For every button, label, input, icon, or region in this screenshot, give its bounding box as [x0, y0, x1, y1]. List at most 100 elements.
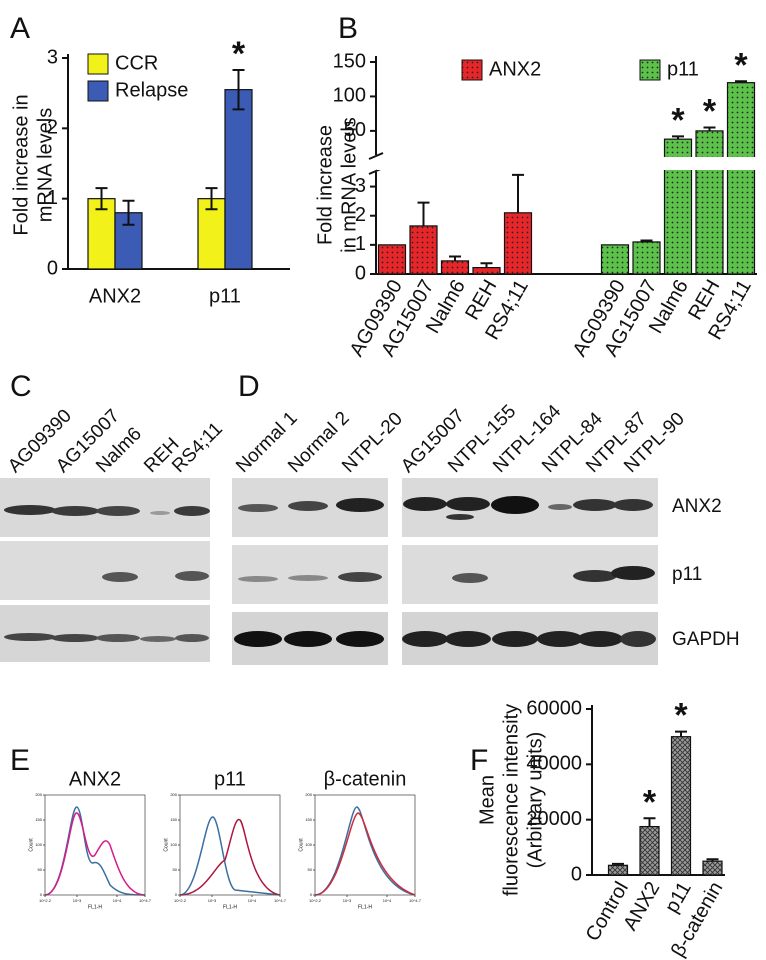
panel-label: E [10, 744, 30, 777]
legend-swatch [87, 53, 109, 75]
y-tick-label: 3 [47, 46, 58, 68]
flow-x-tick-label: 10^3 [343, 898, 352, 903]
x-tick-label: p11 [209, 285, 241, 307]
bar [702, 860, 723, 876]
bar [632, 241, 661, 275]
bar [472, 266, 501, 275]
y-axis-label: mRNA levels [34, 108, 56, 222]
flow-title: ANX2 [69, 768, 121, 790]
flow-y-tick-label: 0 [175, 892, 178, 897]
bar [670, 736, 692, 876]
bar [440, 260, 470, 275]
flow-y-tick-label: 150 [35, 817, 42, 822]
y-axis-label: Fold increase [314, 125, 336, 245]
legend-label: Relapse [115, 79, 188, 101]
flow-y-tick-label: 200 [305, 792, 312, 797]
error-bar [706, 858, 719, 862]
flow-x-tick-label: 10^4.7 [409, 898, 422, 903]
error-bar [417, 201, 430, 226]
y-tick-label: 2 [47, 117, 58, 139]
y-tick-label: 150 [333, 50, 366, 72]
flow-x-tick-label: 10^2.2 [309, 898, 322, 903]
error-bar [735, 80, 747, 83]
legend-label: p11 [667, 58, 699, 80]
y-tick-label: 0 [47, 257, 58, 279]
flow-y-label: Count [163, 838, 169, 852]
annotation: * [643, 783, 657, 821]
error-bar [643, 817, 656, 827]
error-bar [675, 730, 687, 737]
flow-y-tick-label: 50 [38, 867, 43, 872]
flow-curves [44, 806, 146, 896]
flow-curves [179, 816, 281, 896]
blot-c [0, 478, 210, 662]
y-axis-label: Mean [476, 775, 498, 825]
y-tick-label: 40000 [526, 753, 582, 775]
y-tick-label: 50 [344, 119, 366, 141]
error-bar [512, 173, 524, 213]
y-axis-label: fluorescence intensity [500, 704, 522, 896]
annotation: * [734, 46, 748, 84]
bar [377, 244, 407, 275]
y-tick-label: 2 [355, 204, 366, 226]
y-tick-label: 1 [355, 233, 366, 255]
y-axis-label: in mRNA levels [338, 117, 360, 253]
flow-x-tick-label: 10^3 [73, 898, 82, 903]
bar [607, 864, 629, 876]
flow-y-tick-label: 50 [173, 867, 178, 872]
panel-label: C [10, 370, 32, 403]
flow-x-tick-label: 10^4.7 [139, 898, 152, 903]
legend-label: CCR [115, 52, 158, 74]
flow-frame [44, 794, 146, 896]
flow-title: p11 [214, 768, 246, 790]
bar [224, 89, 253, 270]
bar [600, 244, 630, 275]
annotation: * [232, 35, 246, 73]
y-tick-label: 20000 [526, 808, 582, 830]
flow-x-label: FL1-H [88, 904, 102, 910]
legend-label: ANX2 [489, 58, 541, 80]
y-tick-label: 60000 [526, 697, 582, 719]
flow-y-tick-label: 100 [35, 842, 42, 847]
error-bar [205, 187, 218, 211]
annotation: * [674, 697, 688, 735]
row-label: GAPDH [672, 629, 740, 650]
error-bar [480, 262, 493, 268]
bar [639, 825, 660, 876]
blot-d [232, 478, 658, 665]
legend-swatch [461, 59, 483, 81]
flow-x-tick-label: 10^4.7 [274, 898, 287, 903]
flow-y-tick-label: 200 [170, 792, 177, 797]
error-bar [95, 187, 108, 211]
error-bar [122, 199, 135, 226]
flow-y-tick-label: 200 [35, 792, 42, 797]
flow-y-label: Count [298, 838, 304, 852]
error-bar [232, 68, 245, 111]
y-tick-label: 3 [355, 175, 366, 197]
error-bar [612, 862, 624, 866]
flow-x-tick-label: 10^2.2 [174, 898, 187, 903]
error-bar [703, 126, 716, 131]
flow-y-tick-label: 150 [170, 817, 177, 822]
flow-y-tick-label: 50 [308, 867, 313, 872]
axis-break-gap [377, 157, 758, 170]
panel-label: F [470, 744, 488, 777]
bar [695, 130, 724, 275]
flow-x-tick-label: 10^4 [248, 898, 257, 903]
legend-swatch [87, 80, 109, 102]
flow-y-tick-label: 100 [170, 842, 177, 847]
flow-x-label: FL1-H [358, 904, 372, 910]
bar [409, 225, 438, 275]
error-bar [672, 135, 684, 140]
flow-curves [314, 806, 416, 896]
y-axis-label: (Arbitrary units) [524, 732, 546, 869]
flow-y-tick-label: 150 [305, 817, 312, 822]
bar [197, 198, 226, 270]
flow-title: β-catenin [324, 768, 407, 790]
bar [726, 82, 756, 275]
annotation: * [703, 92, 717, 130]
flow-x-label: FL1-H [223, 904, 237, 910]
flow-x-tick-label: 10^3 [208, 898, 217, 903]
y-axis-label: Fold increase in [10, 94, 32, 235]
flow-x-tick-label: 10^4 [113, 898, 122, 903]
